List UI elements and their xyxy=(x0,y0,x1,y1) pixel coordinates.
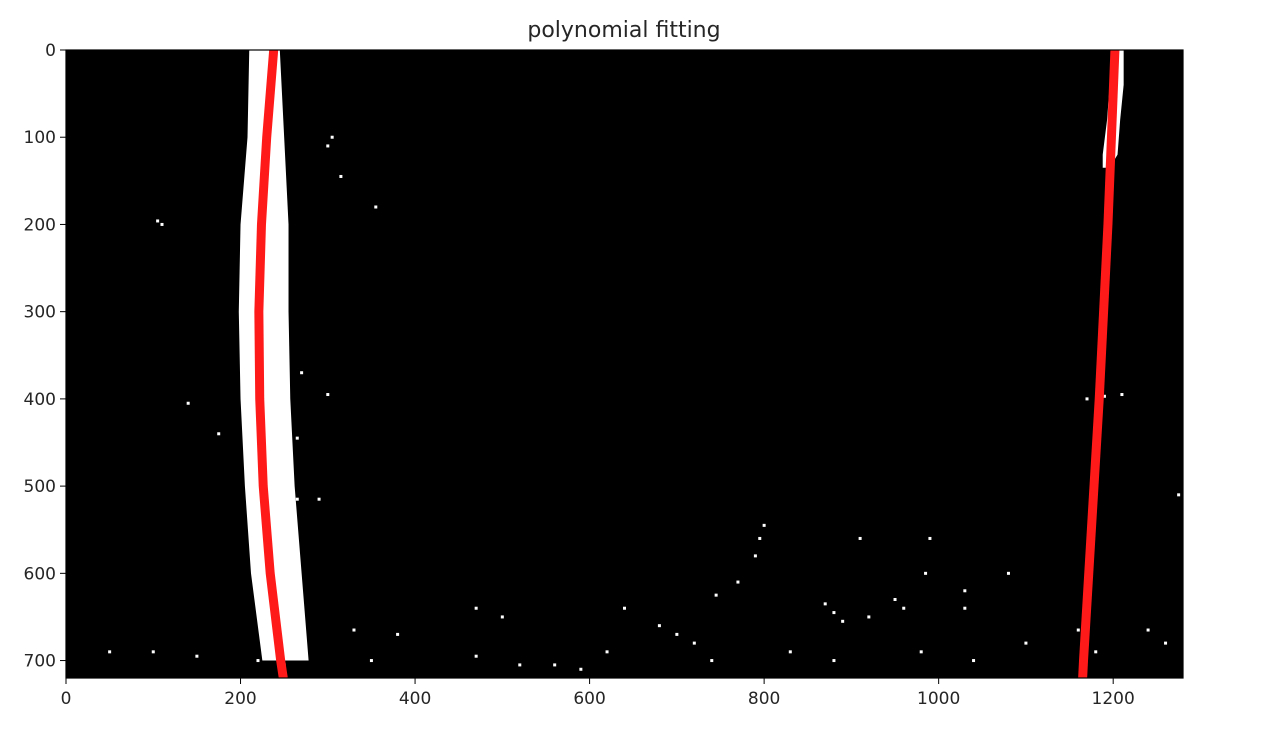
noise-pixel xyxy=(553,663,557,667)
y-tick-label: 600 xyxy=(24,564,56,584)
noise-pixel xyxy=(692,641,696,645)
noise-pixel xyxy=(928,536,932,540)
noise-pixel xyxy=(605,650,609,654)
noise-pixel xyxy=(217,432,221,436)
noise-pixel xyxy=(841,619,845,623)
noise-pixel xyxy=(1177,493,1181,497)
image-background xyxy=(66,50,1183,678)
x-tick-label: 1000 xyxy=(917,689,960,709)
lane-pixels-0 xyxy=(238,50,309,661)
y-tick-label: 700 xyxy=(24,652,56,672)
noise-pixel xyxy=(1094,650,1098,654)
noise-pixel xyxy=(736,580,740,584)
noise-pixel xyxy=(186,401,190,405)
noise-pixel xyxy=(1006,571,1010,575)
noise-pixel xyxy=(151,650,155,654)
noise-pixel xyxy=(963,589,967,593)
noise-pixel xyxy=(108,650,112,654)
noise-pixel xyxy=(300,371,304,375)
y-tick-label: 200 xyxy=(24,215,56,235)
noise-pixel xyxy=(710,659,714,663)
fit-line-1 xyxy=(1078,49,1120,679)
noise-pixel xyxy=(858,536,862,540)
chart-title: polynomial fitting xyxy=(527,18,720,43)
noise-pixel xyxy=(714,593,718,597)
y-tick-label: 500 xyxy=(24,477,56,497)
y-tick-label: 100 xyxy=(24,128,56,148)
noise-pixel xyxy=(1164,641,1168,645)
noise-pixel xyxy=(317,497,321,501)
noise-pixel xyxy=(474,606,478,610)
x-tick-label: 0 xyxy=(61,689,72,709)
noise-pixel xyxy=(758,536,762,540)
x-tick-label: 200 xyxy=(224,689,256,709)
noise-pixel xyxy=(1085,397,1089,401)
noise-pixel xyxy=(762,523,766,527)
axes-frame xyxy=(65,49,1184,679)
noise-pixel xyxy=(330,135,334,139)
noise-pixel xyxy=(867,615,871,619)
noise-pixel xyxy=(623,606,626,610)
noise-pixel xyxy=(295,497,299,501)
noise-pixel xyxy=(369,659,373,663)
noise-pixel xyxy=(579,667,583,671)
noise-pixel xyxy=(339,174,343,178)
noise-pixel xyxy=(902,606,906,610)
noise-pixel xyxy=(963,606,967,610)
fit-line-0 xyxy=(254,49,288,679)
noise-pixel xyxy=(374,205,378,209)
y-tick-label: 0 xyxy=(45,41,56,61)
noise-pixel xyxy=(195,654,199,658)
noise-pixel xyxy=(474,654,478,658)
x-tick-label: 400 xyxy=(399,689,431,709)
noise-pixel xyxy=(1076,628,1080,632)
noise-pixel xyxy=(893,598,897,601)
noise-pixel xyxy=(657,624,661,628)
x-tick-label: 800 xyxy=(748,689,780,709)
noise-pixel xyxy=(832,611,836,615)
x-tick-label: 600 xyxy=(573,689,605,709)
noise-pixel xyxy=(326,393,330,397)
noise-pixel xyxy=(675,632,679,636)
noise-pixel xyxy=(160,222,164,226)
noise-pixel xyxy=(1024,641,1028,645)
noise-pixel xyxy=(326,144,330,148)
noise-pixel xyxy=(256,659,260,663)
y-tick-label: 300 xyxy=(24,303,56,323)
plot-area xyxy=(65,49,1184,679)
noise-pixel xyxy=(156,219,160,223)
noise-pixel xyxy=(924,571,928,575)
noise-pixel xyxy=(919,650,923,654)
noise-pixel xyxy=(972,659,976,663)
noise-pixel xyxy=(1146,628,1150,632)
noise-pixel xyxy=(1102,394,1106,398)
noise-pixel xyxy=(396,632,400,636)
noise-pixel xyxy=(1120,393,1124,397)
noise-pixel xyxy=(823,602,827,606)
y-axis: 0 100 200 300 400 500 600 700 xyxy=(24,41,66,672)
noise-pixel xyxy=(352,628,356,632)
noise-pixel xyxy=(295,436,299,440)
noise-pixel xyxy=(753,554,757,558)
noise-pixel xyxy=(500,615,504,619)
y-tick-label: 400 xyxy=(24,390,56,410)
noise-pixel xyxy=(518,663,522,667)
x-tick-label: 1200 xyxy=(1092,689,1135,709)
noise-pixel xyxy=(788,650,792,654)
x-axis: 0 200 400 600 800 1000 1200 xyxy=(61,678,1135,709)
noise-pixel xyxy=(832,659,836,663)
